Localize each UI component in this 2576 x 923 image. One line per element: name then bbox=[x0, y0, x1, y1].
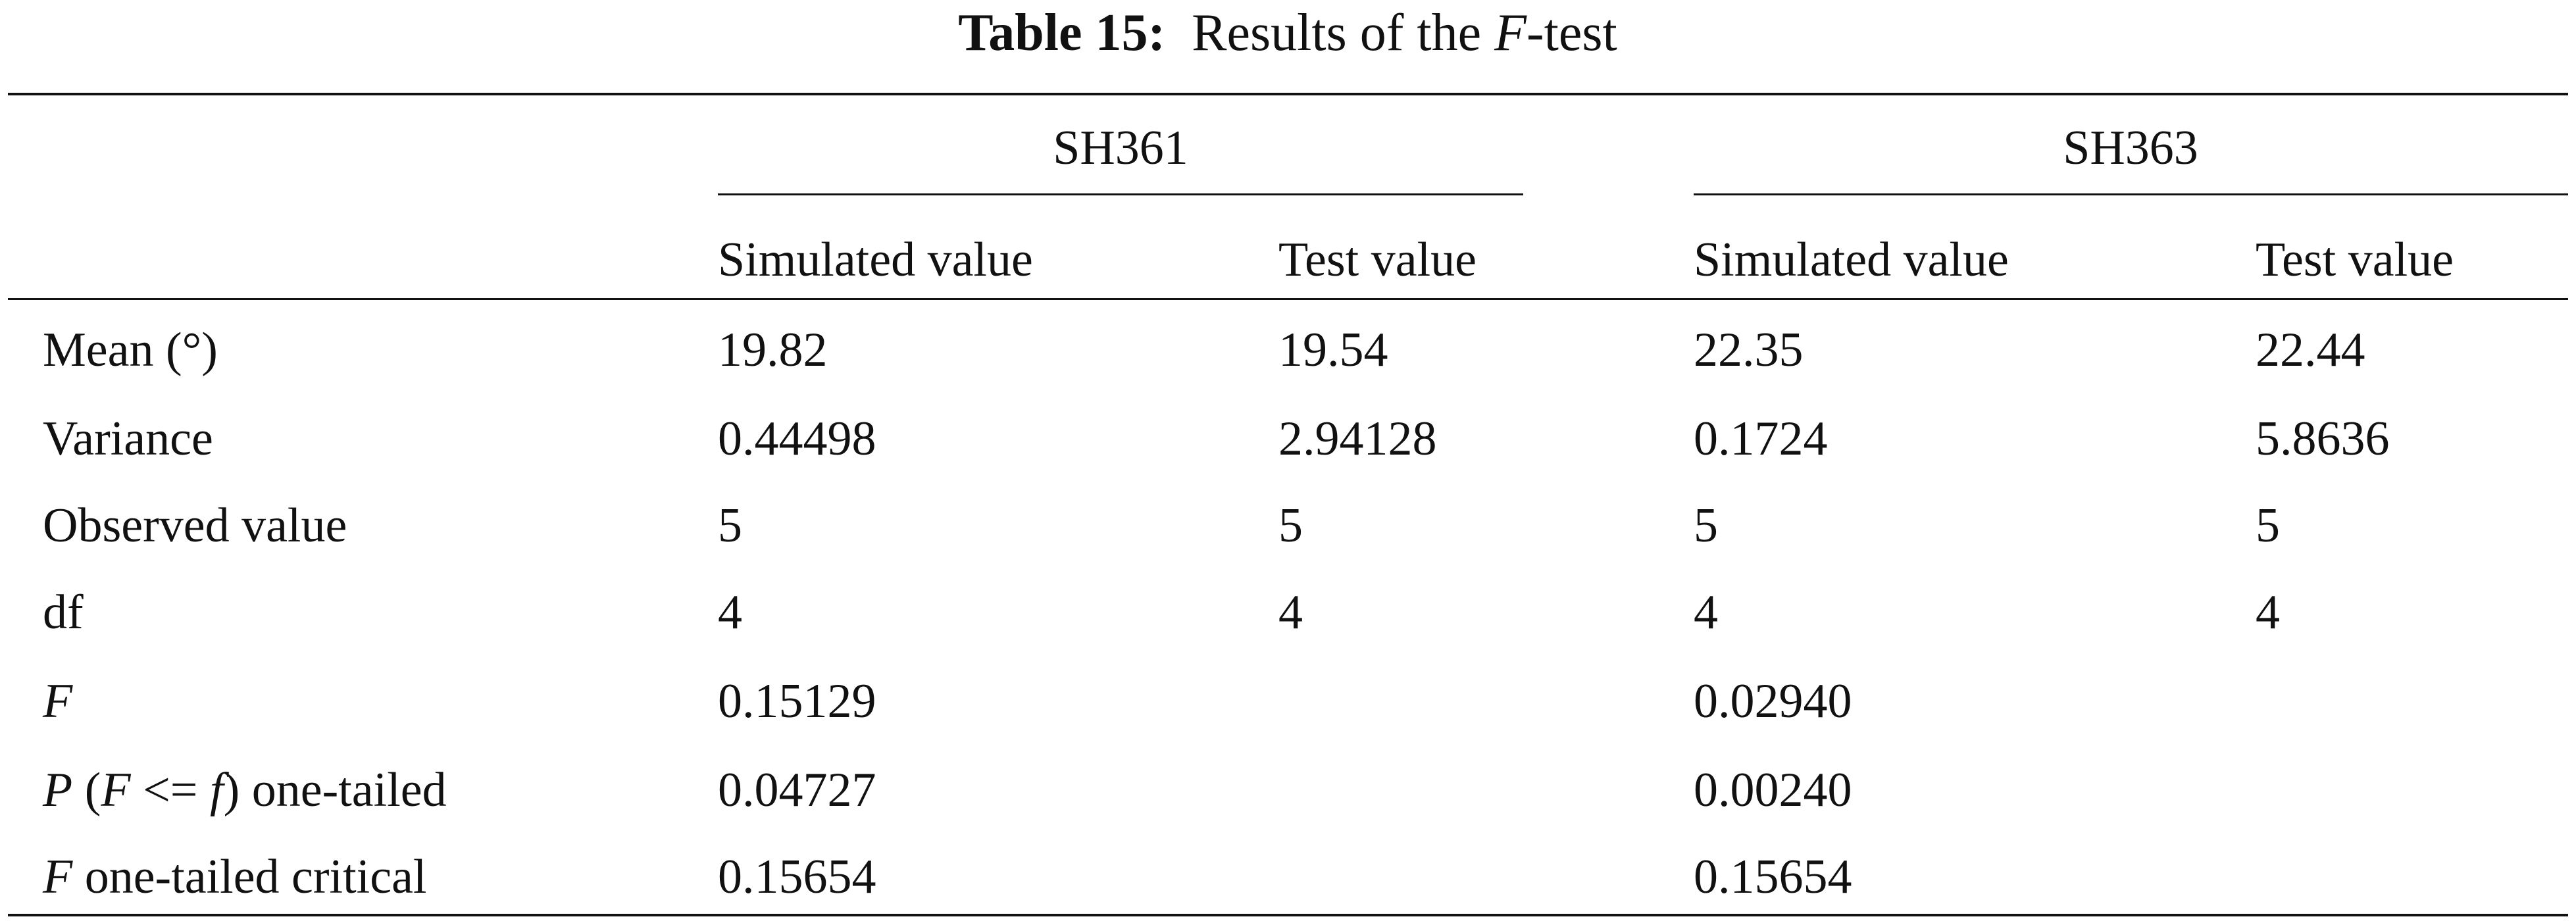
text-part: Variance bbox=[43, 412, 213, 466]
text-part: ) one-tailed bbox=[223, 763, 447, 817]
cell: 0.15129 bbox=[718, 674, 876, 728]
cell: 0.15654 bbox=[718, 850, 876, 904]
cell: 0.44498 bbox=[718, 412, 876, 466]
column-header: Simulated value bbox=[1694, 233, 2009, 287]
text-part: ( bbox=[72, 763, 101, 817]
cell: 0.15654 bbox=[1694, 850, 1852, 904]
table-title: Table 15: Results of the F-test bbox=[958, 7, 1617, 59]
text-part: <= bbox=[130, 763, 211, 817]
cell: 0.02940 bbox=[1694, 674, 1852, 728]
cell: 4 bbox=[1694, 586, 1718, 639]
text-part: Results of the bbox=[1192, 4, 1495, 62]
cell: 0.1724 bbox=[1694, 412, 1828, 466]
cell: 5 bbox=[718, 499, 742, 553]
text-part: F bbox=[101, 763, 131, 817]
cell: 22.35 bbox=[1694, 323, 1804, 377]
column-header: Test value bbox=[1278, 233, 1477, 287]
cell: 5.8636 bbox=[2256, 412, 2390, 466]
top-rule bbox=[8, 93, 2568, 95]
text-part: one-tailed critical bbox=[72, 850, 427, 904]
header-rule bbox=[8, 298, 2568, 300]
text-part: Observed value bbox=[43, 499, 347, 553]
row-label: Observed value bbox=[43, 501, 347, 550]
cell: 5 bbox=[1694, 499, 1718, 553]
cell: 0.00240 bbox=[1694, 763, 1852, 817]
cell: 22.44 bbox=[2256, 323, 2365, 377]
row-label: Mean (°) bbox=[43, 326, 218, 374]
row-label: Variance bbox=[43, 414, 213, 463]
cell: 4 bbox=[1278, 586, 1303, 639]
row-label: df bbox=[43, 588, 84, 637]
group-rule bbox=[718, 193, 1523, 195]
cell: 2.94128 bbox=[1278, 412, 1437, 466]
text-part: Mean (°) bbox=[43, 323, 218, 377]
text-part: -test bbox=[1527, 4, 1617, 62]
group-header: SH363 bbox=[2063, 121, 2198, 175]
row-label: F one-tailed critical bbox=[43, 853, 426, 901]
bottom-rule bbox=[8, 914, 2568, 916]
cell: 4 bbox=[2256, 586, 2280, 639]
row-label: F bbox=[43, 677, 72, 726]
row-label: P (F <= f) one-tailed bbox=[43, 766, 447, 814]
column-header: Simulated value bbox=[718, 233, 1033, 287]
cell: 19.54 bbox=[1278, 323, 1388, 377]
cell: 4 bbox=[718, 586, 742, 639]
title-text: Results of the F-test bbox=[1192, 4, 1617, 62]
text-part: F bbox=[43, 850, 73, 904]
text-part: F bbox=[1494, 4, 1527, 62]
text-part: P bbox=[43, 763, 73, 817]
text-part: df bbox=[43, 586, 84, 639]
column-header: Test value bbox=[2256, 233, 2454, 287]
cell: 19.82 bbox=[718, 323, 828, 377]
cell: 5 bbox=[2256, 499, 2280, 553]
group-header: SH361 bbox=[1053, 121, 1188, 175]
text-part: f bbox=[210, 763, 224, 817]
title-label: Table 15: bbox=[958, 4, 1166, 62]
text-part: F bbox=[43, 674, 73, 728]
cell: 0.04727 bbox=[718, 763, 876, 817]
group-rule bbox=[1694, 193, 2568, 195]
cell: 5 bbox=[1278, 499, 1303, 553]
